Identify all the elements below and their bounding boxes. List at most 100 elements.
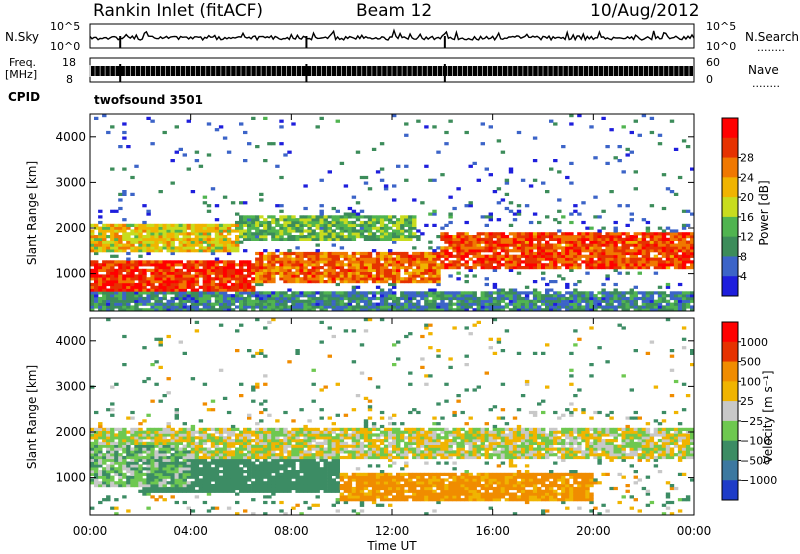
heatmap-cell <box>428 266 433 270</box>
heatmap-cell <box>134 291 139 295</box>
heatmap-cell <box>432 296 437 301</box>
heatmap-cell <box>110 430 115 434</box>
heatmap-cell <box>186 484 191 488</box>
heatmap-cell <box>464 254 469 258</box>
heatmap-cell <box>500 198 506 202</box>
heatmap-cell <box>617 251 622 256</box>
heatmap-cell <box>621 249 626 253</box>
heatmap-cell <box>581 308 586 312</box>
heatmap-cell <box>174 280 179 284</box>
heatmap-cell <box>106 481 111 485</box>
heatmap-cell <box>178 340 183 344</box>
heatmap-cell <box>190 226 196 230</box>
heatmap-cell <box>681 209 687 213</box>
heatmap-cell <box>347 263 353 267</box>
heatmap-cell <box>669 237 675 241</box>
heatmap-cell <box>146 277 151 281</box>
heatmap-cell <box>577 291 582 295</box>
heatmap-cell <box>94 439 99 443</box>
heatmap-cell <box>319 296 324 301</box>
heatmap-cell <box>126 464 131 468</box>
heatmap-cell <box>94 243 99 247</box>
heatmap-cell <box>383 266 389 270</box>
heatmap-cell <box>577 237 582 241</box>
heatmap-cell <box>661 249 667 253</box>
heatmap-cell <box>408 235 413 239</box>
heatmap-cell <box>609 246 614 250</box>
heatmap-cell <box>532 136 538 140</box>
heatmap-cell <box>545 243 550 247</box>
heatmap-cell <box>396 220 401 225</box>
heatmap-cell <box>323 305 328 309</box>
heatmap-cell <box>508 167 514 171</box>
heatmap-cell <box>271 467 276 471</box>
heatmap-cell <box>235 246 240 250</box>
heatmap-cell <box>182 302 187 306</box>
heatmap-cell <box>295 271 300 275</box>
heatmap-cell <box>98 246 103 250</box>
heatmap-cell <box>379 268 385 272</box>
heatmap-cell <box>214 450 220 454</box>
heatmap-cell <box>102 458 107 462</box>
heatmap-cell <box>178 285 183 289</box>
heatmap-cell <box>158 340 163 344</box>
nsky-trace <box>89 28 695 48</box>
heatmap-cell <box>251 470 256 474</box>
heatmap-cell <box>408 263 413 267</box>
heatmap-cell <box>331 220 336 225</box>
heatmap-cell <box>142 220 147 225</box>
heatmap-cell <box>182 153 187 157</box>
heatmap-cell <box>178 260 183 264</box>
heatmap-cell <box>178 467 183 471</box>
heatmap-cell <box>512 254 518 258</box>
heatmap-cell <box>230 461 236 465</box>
heatmap-cell <box>138 288 143 292</box>
heatmap-cell <box>267 291 272 295</box>
heatmap-cell <box>331 299 336 303</box>
heatmap-cell <box>424 305 429 309</box>
heatmap-cell <box>512 246 518 250</box>
heatmap-cell <box>432 302 437 306</box>
heatmap-cell <box>581 299 586 303</box>
heatmap-cell <box>327 302 332 306</box>
heatmap-cell <box>299 257 304 261</box>
heatmap-cell <box>174 467 179 471</box>
heatmap-cell <box>577 263 582 267</box>
heatmap-cell <box>134 249 139 253</box>
heatmap-cell <box>355 215 361 219</box>
heatmap-cell <box>186 439 191 443</box>
heatmap-cell <box>605 249 610 253</box>
heatmap-cell <box>90 288 95 292</box>
heatmap-cell <box>609 296 614 301</box>
heatmap-cell <box>214 308 220 312</box>
heatmap-cell <box>528 220 534 225</box>
heatmap-cell <box>597 266 602 270</box>
heatmap-cell <box>251 481 256 485</box>
heatmap-cell <box>198 285 204 289</box>
heatmap-cell <box>641 114 647 118</box>
heatmap-cell <box>202 294 208 298</box>
heatmap-cell <box>154 436 159 440</box>
heatmap-cell <box>106 444 111 448</box>
heatmap-cell <box>126 453 131 457</box>
heatmap-cell <box>226 299 232 303</box>
heatmap-cell <box>299 226 304 230</box>
heatmap-cell <box>247 302 252 306</box>
heatmap-cell <box>174 263 179 267</box>
heatmap-cell <box>690 232 695 236</box>
heatmap-cell <box>577 294 582 298</box>
heatmap-cell <box>190 486 196 491</box>
heatmap-cell <box>174 229 179 233</box>
heatmap-cell <box>597 260 602 264</box>
heatmap-cell <box>230 246 236 250</box>
heatmap-cell <box>243 481 248 485</box>
heatmap-cell <box>110 209 115 213</box>
heatmap-cell <box>412 215 417 219</box>
heatmap-cell <box>218 240 224 244</box>
heatmap-cell <box>577 266 582 270</box>
heatmap-cell <box>162 282 167 287</box>
heatmap-cell <box>162 288 167 292</box>
heatmap-cell <box>222 472 228 476</box>
heatmap-cell <box>428 257 433 261</box>
heatmap-cell <box>263 408 268 412</box>
